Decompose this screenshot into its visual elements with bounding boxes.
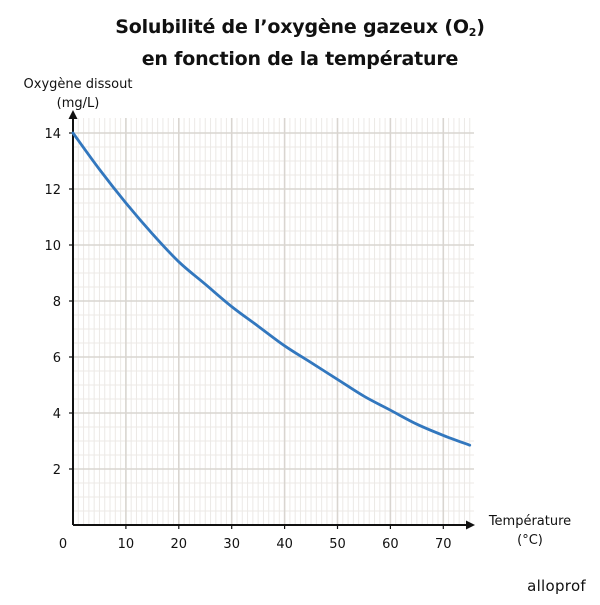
tick-labels: 10 20 30 40 50 60 70 2 4 6 8 10 12 14 0 xyxy=(44,127,451,552)
chart-title: Solubilité de l’oxygène gazeux (O2) en f… xyxy=(0,14,600,72)
major-grid xyxy=(73,118,474,525)
y-axis-arrow xyxy=(68,110,78,119)
series-line xyxy=(71,131,472,447)
x-axis-label: Température (°C) xyxy=(474,512,586,550)
chart-title-line-2: en fonction de la température xyxy=(141,48,459,70)
data-series xyxy=(71,131,472,447)
y-tick-label: 12 xyxy=(44,183,61,198)
y-tick-label: 6 xyxy=(53,351,61,366)
x-tick-label: 60 xyxy=(382,537,399,552)
minor-grid xyxy=(73,118,474,525)
origin-label: 0 xyxy=(59,537,67,552)
y-tick-label: 14 xyxy=(44,127,61,142)
y-axis-label-line-2: (mg/L) xyxy=(56,96,100,111)
x-axis-arrow xyxy=(466,520,475,530)
y-tick-label: 2 xyxy=(53,463,61,478)
y-tick-label: 10 xyxy=(44,239,61,254)
x-tick-label: 70 xyxy=(435,537,452,552)
y-axis-label: Oxygène dissout (mg/L) xyxy=(8,75,148,113)
brand-logo: alloprof xyxy=(527,577,586,595)
x-tick-label: 30 xyxy=(223,537,240,552)
x-axis-label-line-2: (°C) xyxy=(517,533,543,548)
x-tick-label: 20 xyxy=(171,537,188,552)
y-tick-label: 4 xyxy=(53,407,61,422)
y-tick-label: 8 xyxy=(53,295,61,310)
y-axis-label-line-1: Oxygène dissout xyxy=(23,77,133,92)
x-axis-label-line-1: Température xyxy=(488,514,572,529)
x-tick-label: 50 xyxy=(329,537,346,552)
x-tick-label: 10 xyxy=(118,537,135,552)
x-tick-label: 40 xyxy=(276,537,293,552)
chart-title-line-1: Solubilité de l’oxygène gazeux (O2) xyxy=(115,16,485,39)
axes xyxy=(68,110,475,530)
